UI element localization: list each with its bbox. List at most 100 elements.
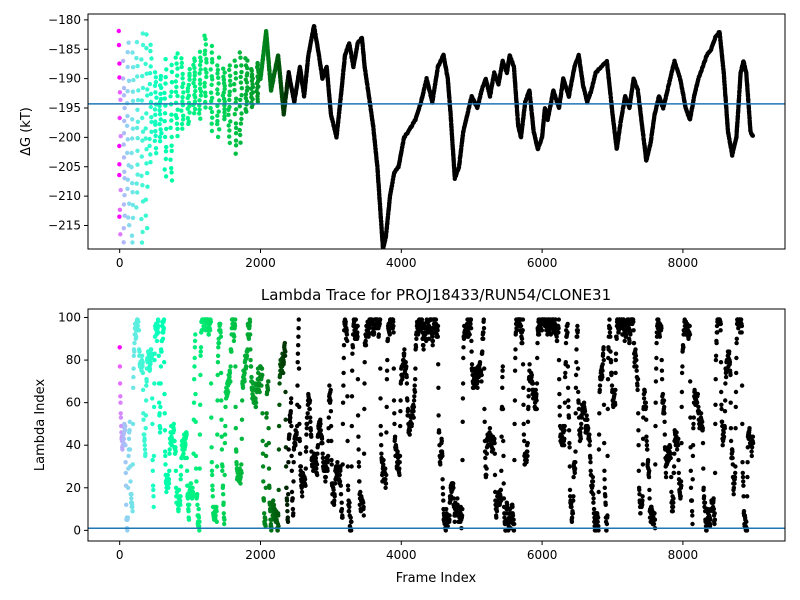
dg-point (143, 213, 148, 218)
dg-point (149, 115, 154, 120)
dg-point (125, 113, 130, 119)
lambda-point (191, 400, 197, 405)
lambda-point (634, 364, 639, 369)
lambda-point (481, 330, 486, 335)
lambda-point (349, 423, 354, 429)
lambda-point (676, 457, 681, 463)
dg-point (157, 121, 162, 127)
lambda-point (647, 487, 652, 493)
lambda-point (400, 374, 405, 380)
dg-point (139, 216, 144, 222)
lambda-point (591, 492, 596, 497)
dg-point (116, 42, 122, 48)
dg-point (130, 117, 135, 122)
dg-point (168, 125, 173, 130)
dg-point (157, 112, 163, 117)
lambda-point (578, 426, 584, 431)
dg-point (238, 97, 243, 103)
dg-point (130, 89, 136, 94)
lambda-point (378, 366, 383, 371)
lambda-point (305, 411, 310, 416)
dg-point (209, 50, 214, 55)
lambda-point (125, 485, 131, 490)
lambda-point (575, 334, 580, 339)
dg-point (232, 112, 237, 117)
lambda-point (315, 472, 320, 478)
dg-point (130, 215, 136, 221)
lambda-point (601, 345, 606, 350)
lambda-point (337, 472, 342, 478)
lambda-point (214, 504, 219, 510)
dg-axes-frame (87, 13, 786, 250)
lambda-point (607, 330, 613, 335)
lambda-point (248, 357, 253, 363)
lambda-point (492, 472, 498, 478)
lambda-point (500, 385, 505, 390)
lambda-point (608, 334, 613, 339)
dg-point (163, 57, 168, 62)
lambda-point (621, 319, 627, 324)
lambda-point (304, 426, 309, 431)
lambda-point (510, 513, 516, 518)
dg-point (153, 129, 158, 134)
dg-point (117, 172, 122, 178)
lambda-point (276, 423, 282, 429)
lambda-point (526, 394, 531, 399)
dg-point (180, 71, 185, 77)
dg-point (154, 151, 159, 156)
lambda-point (308, 419, 313, 424)
lambda-point (192, 338, 198, 344)
lambda-point (356, 460, 361, 465)
lambda-point (215, 372, 220, 378)
lambda-point (669, 489, 674, 495)
lambda-point (605, 513, 610, 518)
dg-point (203, 36, 208, 42)
lambda-point (343, 319, 348, 324)
dg-point (139, 173, 144, 178)
dg-point (152, 83, 158, 89)
lambda-point (197, 466, 202, 471)
lambda-point (671, 464, 677, 469)
lambda-point (276, 513, 281, 518)
lambda-point (513, 347, 518, 352)
dg-point (117, 115, 122, 121)
lambda-point (261, 498, 267, 503)
dg-point (202, 80, 207, 86)
dg-point (239, 63, 244, 68)
lambda-point (253, 396, 258, 401)
lambda-point (534, 381, 540, 386)
lambda-point (430, 343, 435, 348)
dg-point (144, 161, 149, 166)
lambda-point (209, 415, 214, 420)
dg-point (144, 46, 149, 51)
lambda-point (117, 381, 123, 386)
lambda-point (286, 447, 291, 452)
lambda-point (575, 323, 580, 329)
dg-point (144, 147, 149, 152)
lambda-point (238, 481, 243, 486)
lambda-point (582, 409, 588, 414)
lambda-point (638, 511, 643, 516)
dg-point (164, 126, 169, 132)
lambda-point (461, 355, 466, 361)
dg-point (139, 240, 145, 245)
lambda-point (366, 332, 372, 337)
lambda-point (571, 474, 576, 480)
lambda-point (142, 447, 148, 452)
lambda-point (166, 477, 172, 482)
lambda-point (595, 519, 600, 524)
lambda-point (669, 474, 674, 480)
dg-point (157, 103, 162, 109)
lambda-point (634, 357, 639, 363)
dg-point (243, 77, 248, 82)
dg-point (175, 126, 180, 132)
dg-point (164, 67, 169, 72)
lambda-point (248, 332, 253, 337)
lambda-point (178, 494, 183, 499)
lambda-point (567, 445, 572, 450)
dg-point (120, 58, 126, 64)
lambda-point (156, 353, 161, 358)
dg-point (179, 56, 184, 61)
lambda-point (139, 353, 145, 358)
lambda-point (165, 472, 170, 478)
